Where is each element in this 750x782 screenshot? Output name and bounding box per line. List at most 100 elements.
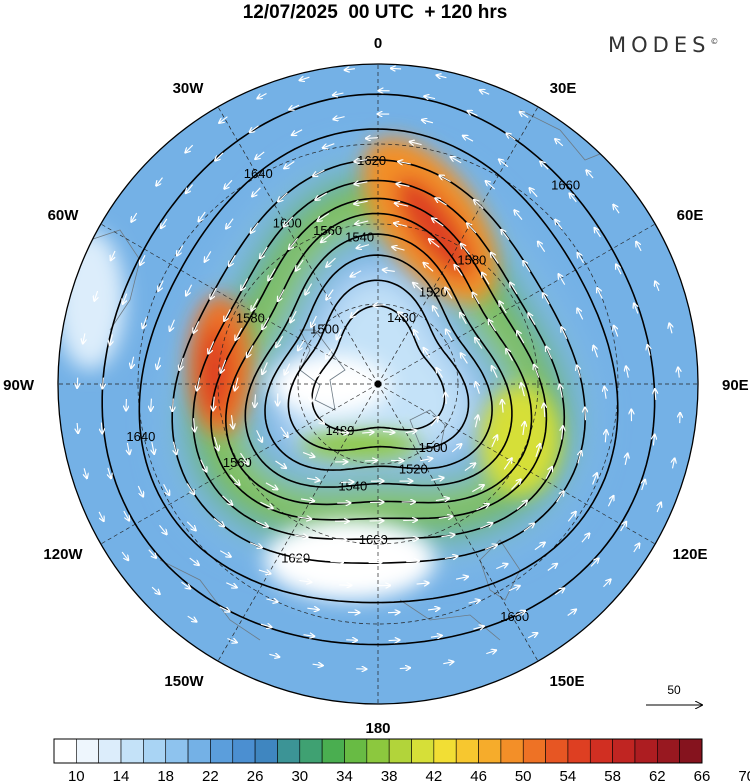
contour-label: 1500 xyxy=(310,322,339,337)
colorbar-tick-label: 26 xyxy=(247,768,264,782)
wind-arrow xyxy=(436,368,443,378)
wind-arrow xyxy=(473,293,480,305)
wind-arrow xyxy=(514,210,523,220)
wind-arrow xyxy=(516,501,527,510)
jet-max-east xyxy=(480,385,560,495)
colorbar-tick-label: 70 xyxy=(738,768,750,782)
wind-arrow xyxy=(430,417,438,427)
wind-arrow xyxy=(219,116,228,123)
contour-label: 1480 xyxy=(325,423,354,438)
wind-arrow xyxy=(330,562,343,563)
colorbar-swatch xyxy=(522,738,546,764)
wind-arrow xyxy=(429,239,440,248)
wind-arrow xyxy=(560,385,563,398)
wind-arrow xyxy=(354,201,368,204)
wind-arrow xyxy=(98,511,104,521)
wind-arrow xyxy=(278,289,285,301)
wind-arrow xyxy=(323,143,335,148)
wind-arrow xyxy=(307,608,318,610)
wind-arrow xyxy=(445,288,453,299)
wind-arrow xyxy=(213,517,224,526)
wind-arrow xyxy=(424,96,436,99)
wind-arrow xyxy=(226,582,237,588)
meridian-line xyxy=(377,383,656,545)
wind-arrow xyxy=(468,600,480,603)
wind-arrow xyxy=(194,418,195,431)
wind-arrow xyxy=(285,363,291,375)
wind-arrow xyxy=(256,430,263,442)
wind-arrow xyxy=(172,398,173,411)
wind-arrow xyxy=(351,308,359,317)
colorbar-tick-label: 18 xyxy=(157,768,174,782)
wind-arrow xyxy=(312,664,323,665)
wind-arrow xyxy=(151,398,152,411)
wind-arrow xyxy=(181,581,191,588)
wind-arrow xyxy=(215,152,224,161)
wind-arrow xyxy=(431,478,444,481)
wind-arrow xyxy=(140,255,146,265)
wind-arrow xyxy=(262,317,270,330)
contour-label: 1580 xyxy=(457,252,486,267)
contour-label: 1640 xyxy=(244,166,273,181)
wind-arrow xyxy=(625,454,627,466)
longitude-label-30e: 30E xyxy=(550,80,577,97)
wind-arrow xyxy=(157,357,160,369)
wind-arrow xyxy=(562,426,563,440)
wind-arrow xyxy=(290,310,297,322)
wind-arrow xyxy=(326,257,336,267)
colorbar-swatch xyxy=(433,738,457,764)
wind-arrow xyxy=(657,503,661,513)
wind-arrow xyxy=(101,422,102,434)
wind-arrow xyxy=(186,284,193,296)
wind-arrow xyxy=(555,220,563,230)
wind-arrow xyxy=(213,396,214,411)
wind-arrow xyxy=(316,366,322,377)
wind-arrow xyxy=(517,331,525,344)
wind-arrow xyxy=(187,615,197,621)
meridian-line xyxy=(377,383,539,662)
wind-arrow xyxy=(464,463,475,472)
wind-arrow xyxy=(473,626,484,629)
contour-label: 1520 xyxy=(419,284,448,299)
wind-arrow xyxy=(673,458,675,469)
wind-arrow xyxy=(603,579,611,588)
wind-arrow xyxy=(506,134,516,141)
wind-arrow xyxy=(396,184,410,187)
wind-arrow xyxy=(258,570,271,574)
wind-arrow xyxy=(492,366,498,378)
wind-arrow xyxy=(131,356,134,368)
wind-arrow xyxy=(306,478,320,480)
longitude-label-60e: 60E xyxy=(677,207,704,224)
wind-arrow xyxy=(158,280,164,291)
colorbar-frame xyxy=(53,738,703,764)
wind-arrow xyxy=(163,484,170,495)
meridian-line xyxy=(100,223,379,385)
wind-arrow xyxy=(280,426,288,437)
wind-arrow xyxy=(265,482,278,490)
wind-arrow xyxy=(405,430,417,432)
wind-arrow xyxy=(613,205,620,214)
colorbar-swatch xyxy=(634,738,658,764)
colorbar-swatch xyxy=(589,738,613,764)
wind-arrow xyxy=(446,329,453,341)
wind-arrow xyxy=(278,192,288,202)
colorbar-tick-label: 34 xyxy=(336,768,353,782)
wind-arrow xyxy=(296,259,304,271)
contour-label: 1520 xyxy=(399,461,428,476)
brand-name: MODES xyxy=(608,33,711,57)
contour-label: 1620 xyxy=(281,551,310,566)
wind-arrow xyxy=(235,377,238,391)
wind-arrow xyxy=(227,639,236,643)
map-disc: 1480148015001500152015201540154015601560… xyxy=(58,64,698,704)
wind-arrow xyxy=(177,245,184,256)
wind-arrow xyxy=(398,312,408,320)
wind-arrow xyxy=(276,335,284,347)
colorbar-swatch xyxy=(567,738,591,764)
wind-arrow xyxy=(373,305,385,306)
colorbar-swatch xyxy=(120,738,144,764)
jet-max-south xyxy=(300,431,420,459)
wind-arrow xyxy=(102,377,103,389)
wind-arrow xyxy=(297,517,312,519)
wind-arrow xyxy=(476,504,490,511)
wind-arrow xyxy=(424,263,434,272)
